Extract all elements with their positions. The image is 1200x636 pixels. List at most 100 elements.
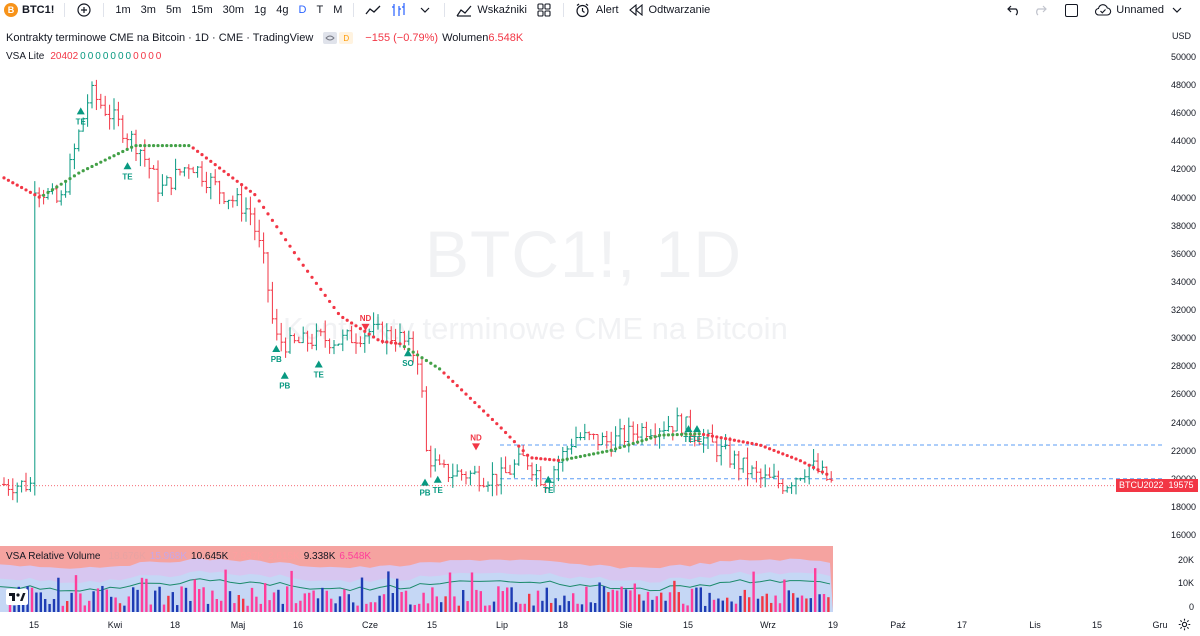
trailing-dot [548,457,552,462]
trailing-dot [438,367,442,371]
volume-bar [638,594,641,612]
trailing-dot [125,147,129,151]
signal-label: TE [692,435,703,444]
signal-label: ND [360,314,372,323]
trailing-dot [556,458,561,462]
signal-label: TE [433,486,444,495]
timeframe-list: 1m 3m 5m 15m 30m 1g 4g D T M [110,0,347,20]
timeframe-1g[interactable]: 1g [254,4,267,16]
volume-bar [567,601,570,612]
legend-title[interactable]: Kontrakty terminowe CME na Bitcoin · 1D … [6,32,314,44]
redo-button[interactable] [1027,0,1053,20]
chart-type-dropdown[interactable] [412,0,438,20]
vsa-indicator-name[interactable]: VSA Lite [6,51,45,62]
indicators-button[interactable]: Wskaźniki [451,0,531,20]
vsa-value: 0 [155,51,162,62]
trailing-dot [666,433,671,437]
timeframe-30m[interactable]: 30m [222,4,245,16]
signal-arrow [693,425,701,433]
symbol-search[interactable]: B BTC1! [0,0,58,20]
eye-icon[interactable] [323,32,338,44]
chart-type-button[interactable] [360,0,386,20]
timeframe-1m[interactable]: 1m [115,4,131,16]
symbol-name: BTC1! [22,4,55,16]
trailing-dot [134,143,138,148]
timeframe-M[interactable]: M [333,4,343,16]
volume-bar [378,595,381,612]
replay-button[interactable]: Odtwarzanie [623,0,715,20]
timeframe-5m[interactable]: 5m [165,4,182,16]
trailing-dot [416,353,420,357]
volume-bar [118,603,122,612]
volume-bar [162,604,166,612]
volume-bar [620,586,623,612]
volume-bar [259,603,262,612]
timeframe-3m[interactable]: 3m [140,4,156,16]
price-axis[interactable]: 50000 48000 46000 44000 42000 40000 38000 36000… [1162,26,1200,546]
volume-bar [325,590,328,612]
volume-bar [290,570,293,612]
fullscreen-toggle[interactable] [1061,0,1090,20]
trailing-dot [684,432,688,436]
signal-arrow [280,371,289,379]
timeframe-T[interactable]: T [316,4,324,16]
timeframe-4g[interactable]: 4g [276,4,289,16]
signal-label: TE [314,370,325,379]
volume-bar [611,589,614,612]
trailing-dot [442,371,446,375]
undo-button[interactable] [1001,0,1027,20]
trailing-dot [490,417,494,422]
volume-legend-value: 7.937K [232,551,264,562]
trailing-dot [741,440,745,444]
signal-arrow [433,475,442,483]
price-axis-label: 24000 [1170,417,1196,428]
layout-button[interactable]: Unnamed [1090,0,1190,20]
volume-bar [822,594,826,612]
templates-button[interactable] [531,0,557,20]
volume-bar [761,596,764,612]
trailing-dot [297,257,301,261]
trailing-dot [59,182,63,186]
price-axis-label: 28000 [1170,361,1196,372]
volume-bar [607,592,610,612]
volume-bar [431,587,434,612]
volume-bar [365,603,368,612]
compare-button[interactable] [71,0,97,20]
trailing-dot [499,426,503,430]
volume-bar [827,597,830,612]
alert-button[interactable]: Alert [570,0,623,20]
volume-bar [246,605,249,612]
bar-type-button[interactable] [386,0,412,20]
vsa-value: 20402 [50,51,79,62]
timeframe-15m[interactable]: 15m [191,4,213,16]
trailing-dot [807,463,811,467]
trailing-dot [636,440,640,444]
volume-bar [712,599,716,612]
trailing-dot [6,178,10,182]
volume-bar [818,594,821,612]
currency-label[interactable]: USD [1172,31,1192,41]
volume-indicator-name[interactable]: VSA Relative Volume [6,551,101,562]
trailing-dot [328,299,332,304]
trailing-dot [812,465,816,470]
volume-bar [44,599,47,612]
indicators-label: Wskaźniki [477,4,527,16]
timeframe-D[interactable]: D [298,4,307,16]
trailing-dot [310,275,314,279]
volume-bar [629,590,632,612]
volume-bar [677,592,680,612]
time-axis[interactable]: 15 Kwi 18 Maj 16 Cze 15 Lip 18 Sie 15 Wrz 19 Paź 17 Lis… [0,614,1200,636]
time-axis-label: 15 [1091,620,1103,630]
tradingview-logo-icon[interactable] [6,589,28,605]
gear-icon[interactable] [1178,618,1191,634]
volume-bar [294,603,298,612]
volume-bar [404,590,408,612]
volume-bar [466,601,469,612]
volume-axis[interactable]: 20K 10K 0 [1162,546,1200,612]
candles-icon [390,1,408,19]
toolbar-right: Unnamed [1001,0,1200,20]
volume-bar [13,605,16,612]
volume-legend: VSA Relative Volume 18.676K 15.968K 10.645… [6,551,375,562]
trailing-dot [103,158,107,162]
